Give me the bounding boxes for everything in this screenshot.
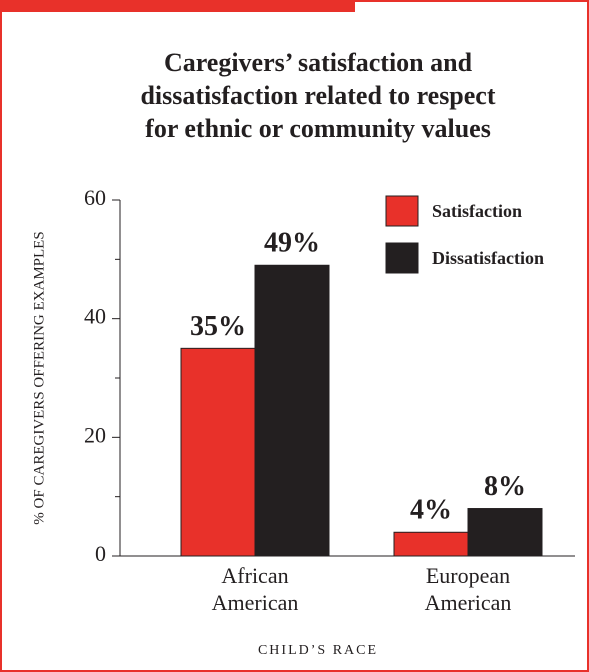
x-axis-label: CHILD’S RACE	[258, 643, 378, 658]
chart-title: dissatisfaction related to respect	[140, 81, 495, 110]
frame-top-bar	[0, 0, 355, 12]
frame-bottom	[0, 670, 589, 672]
x-tick-label-line: American	[425, 590, 512, 615]
legend-swatch	[385, 242, 419, 274]
frame-right	[587, 0, 589, 672]
x-tick-label: European American	[425, 563, 512, 615]
value-label: 49%	[264, 228, 320, 259]
frame-top	[0, 0, 589, 2]
value-label: 4%	[410, 495, 452, 526]
legend-swatch	[385, 195, 419, 227]
x-tick-label-line: American	[212, 590, 299, 615]
bar	[393, 531, 469, 557]
frame-left	[0, 0, 2, 672]
x-tick-label-line: African	[221, 563, 288, 588]
y-tick-label: 60	[84, 185, 106, 210]
x-tick-label: African American	[212, 563, 299, 615]
value-label: 35%	[190, 311, 246, 342]
bar	[180, 347, 256, 557]
bar	[467, 508, 543, 557]
legend-label: Dissatisfaction	[432, 248, 544, 268]
y-tick-label: 20	[84, 422, 106, 447]
chart-title: for ethnic or community values	[145, 114, 491, 143]
value-label: 8%	[484, 471, 526, 502]
y-tick-label: 40	[84, 304, 106, 329]
legend-label: Satisfaction	[432, 201, 522, 221]
bar	[254, 264, 330, 557]
chart-title: Caregivers’ satisfaction and	[164, 48, 473, 77]
y-axis-label: % OF CAREGIVERS OFFERING EXAMPLES	[31, 231, 47, 524]
x-tick-label-line: European	[426, 563, 510, 588]
y-tick-label: 0	[95, 541, 106, 566]
